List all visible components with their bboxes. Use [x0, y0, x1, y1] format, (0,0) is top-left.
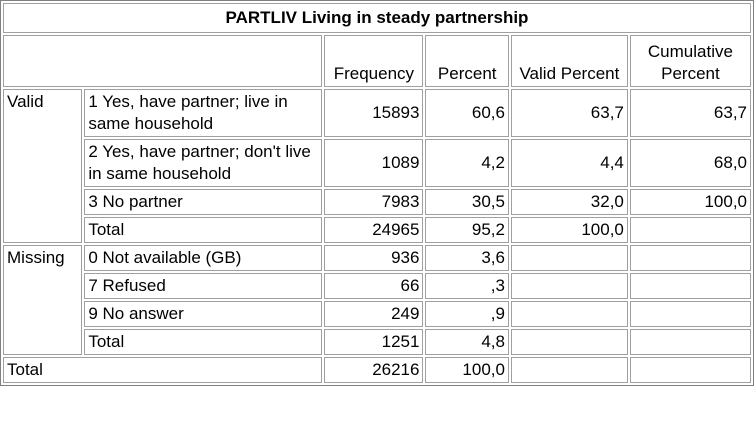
table-title: PARTLIV Living in steady partnership — [3, 3, 751, 33]
cell-percent: ,3 — [425, 273, 509, 299]
table-row: 2 Yes, have partner; don't live in same … — [3, 139, 751, 187]
cell-percent: 4,2 — [425, 139, 509, 187]
cell-percent: 30,5 — [425, 189, 509, 215]
table-row: 7 Refused 66 ,3 — [3, 273, 751, 299]
cell-cumulative-percent: 63,7 — [629, 89, 751, 137]
row-label: 3 No partner — [84, 189, 323, 215]
row-label: 7 Refused — [84, 273, 323, 299]
cell-cumulative-percent — [629, 245, 751, 271]
header-valid-percent: Valid Percent — [510, 35, 628, 87]
group-label-total: Total — [3, 357, 323, 383]
cell-valid-percent — [510, 301, 628, 327]
cell-cumulative-percent — [629, 301, 751, 327]
cell-cumulative-percent: 100,0 — [629, 189, 751, 215]
row-label: Total — [84, 217, 323, 243]
table-row: 3 No partner 7983 30,5 32,0 100,0 — [3, 189, 751, 215]
cell-frequency: 1251 — [324, 329, 424, 355]
cell-percent: 100,0 — [425, 357, 509, 383]
row-label: 9 No answer — [84, 301, 323, 327]
cell-frequency: 24965 — [324, 217, 424, 243]
header-frequency: Frequency — [324, 35, 424, 87]
cell-frequency: 249 — [324, 301, 424, 327]
cell-cumulative-percent: 68,0 — [629, 139, 751, 187]
row-label: 0 Not available (GB) — [84, 245, 323, 271]
row-label: Total — [84, 329, 323, 355]
frequency-table: PARTLIV Living in steady partnership Fre… — [0, 0, 754, 386]
cell-cumulative-percent — [629, 329, 751, 355]
cell-frequency: 936 — [324, 245, 424, 271]
cell-frequency: 1089 — [324, 139, 424, 187]
cell-valid-percent: 4,4 — [510, 139, 628, 187]
cell-empty — [510, 357, 628, 383]
cell-cumulative-percent — [629, 273, 751, 299]
cell-percent: 95,2 — [425, 217, 509, 243]
cell-valid-percent: 63,7 — [510, 89, 628, 137]
cell-percent: ,9 — [425, 301, 509, 327]
row-label: 2 Yes, have partner; don't live in same … — [84, 139, 323, 187]
cell-frequency: 15893 — [324, 89, 424, 137]
table-row: 9 No answer 249 ,9 — [3, 301, 751, 327]
group-label-missing: Missing — [3, 245, 83, 355]
cell-frequency: 26216 — [324, 357, 424, 383]
table-row: Missing 0 Not available (GB) 936 3,6 — [3, 245, 751, 355]
header-percent: Percent — [425, 35, 509, 87]
cell-valid-percent — [510, 245, 628, 271]
cell-percent: 60,6 — [425, 89, 509, 137]
cell-valid-percent — [510, 273, 628, 299]
cell-valid-percent: 32,0 — [510, 189, 628, 215]
cell-valid-percent — [510, 329, 628, 355]
cell-percent: 3,6 — [425, 245, 509, 271]
table-row: Total 24965 95,2 100,0 — [3, 217, 751, 243]
cell-percent: 4,8 — [425, 329, 509, 355]
table-row-grand-total: Total 26216 100,0 — [3, 357, 751, 383]
table-row: Total 1251 4,8 — [3, 329, 751, 355]
group-label-valid: Valid — [3, 89, 83, 243]
row-label: 1 Yes, have partner; live in same househ… — [84, 89, 323, 137]
cell-cumulative-percent — [629, 217, 751, 243]
header-blank — [3, 35, 323, 87]
header-cumulative-percent: Cumulative Percent — [629, 35, 751, 87]
cell-empty — [629, 357, 751, 383]
table-row: Valid 1 Yes, have partner; live in same … — [3, 89, 751, 243]
cell-frequency: 7983 — [324, 189, 424, 215]
cell-frequency: 66 — [324, 273, 424, 299]
cell-valid-percent: 100,0 — [510, 217, 628, 243]
